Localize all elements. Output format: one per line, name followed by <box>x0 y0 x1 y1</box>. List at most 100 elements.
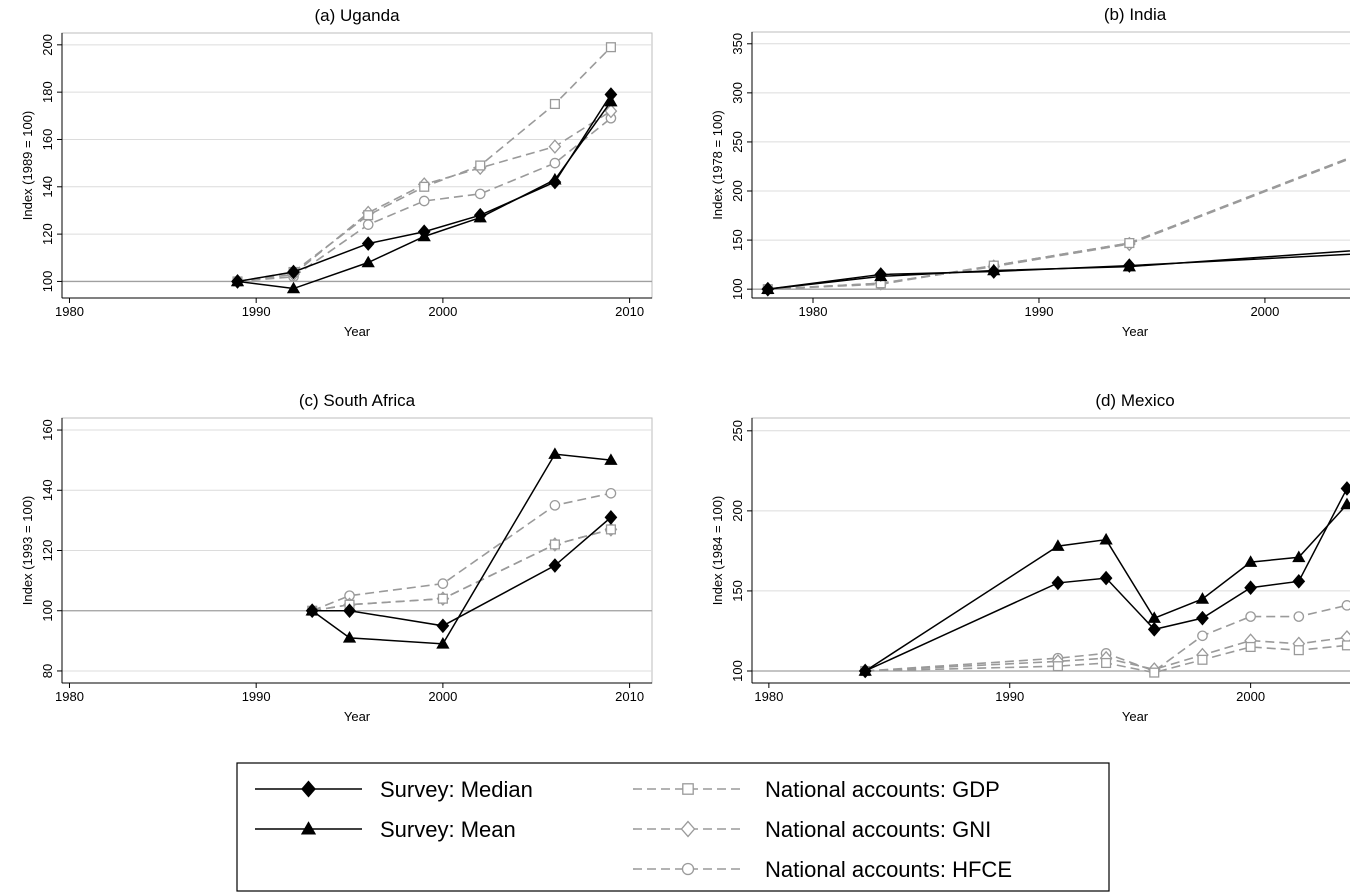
x-tick-label: 2000 <box>428 689 457 704</box>
marker <box>1245 611 1256 622</box>
marker <box>1052 661 1063 672</box>
marker <box>1245 641 1256 653</box>
marker <box>1124 237 1135 249</box>
marker <box>1099 570 1113 586</box>
y-tick-label: 160 <box>40 419 55 441</box>
marker <box>1051 539 1065 551</box>
series-line: Survey: Median <box>767 253 1350 290</box>
series: Survey: Mean <box>230 94 618 294</box>
marker <box>549 500 561 511</box>
legend-entry: National accounts: GDP <box>633 777 1000 802</box>
marker <box>548 139 562 154</box>
series-line: National accounts: GNI <box>865 635 1350 672</box>
marker <box>287 264 300 280</box>
marker <box>1099 532 1113 545</box>
y-tick-label: 100 <box>730 660 745 682</box>
x-tick-label: 1990 <box>995 689 1024 704</box>
panel-title: (a) Uganda <box>314 6 400 25</box>
marker <box>362 219 374 230</box>
plot-frame <box>61 32 653 299</box>
y-tick-label: 250 <box>730 420 745 442</box>
legend-marker <box>681 862 695 876</box>
y-tick-label: 300 <box>730 82 745 104</box>
x-axis-label: Year <box>344 709 371 724</box>
marker <box>1197 630 1208 642</box>
y-tick-label: 150 <box>730 580 745 602</box>
marker <box>1051 575 1065 591</box>
marker <box>1122 258 1136 273</box>
marker <box>1244 580 1257 596</box>
panel-title: (c) South Africa <box>299 391 416 410</box>
marker <box>604 510 618 525</box>
y-tick-label: 200 <box>40 34 55 56</box>
y-tick-label: 200 <box>730 500 745 522</box>
marker <box>342 631 357 643</box>
panel-title: (d) Mexico <box>1095 391 1174 410</box>
y-tick-label: 100 <box>40 600 55 622</box>
marker <box>1244 555 1258 567</box>
y-axis-label: Index (1978 = 100) <box>710 110 725 220</box>
marker <box>1195 592 1210 604</box>
marker <box>361 236 375 251</box>
series: National accounts: HFCE <box>306 487 617 617</box>
marker <box>1340 497 1350 510</box>
marker <box>437 593 448 604</box>
marker <box>549 157 561 169</box>
marker <box>605 487 617 499</box>
marker <box>548 558 562 573</box>
series: Survey: Median <box>858 481 1350 679</box>
legend-entry: Survey: Median <box>255 777 533 802</box>
marker <box>1101 657 1112 669</box>
marker <box>548 174 562 190</box>
marker <box>604 103 618 119</box>
plot-frame <box>751 31 1350 299</box>
y-axis-label: Index (1989 = 100) <box>20 111 35 221</box>
x-tick-label: 2000 <box>1250 304 1279 319</box>
marker <box>604 453 618 465</box>
series-line: National accounts: GDP <box>767 156 1350 290</box>
y-tick-label: 180 <box>40 81 55 103</box>
legend-marker <box>301 780 316 798</box>
legend-label: National accounts: HFCE <box>765 857 1012 882</box>
marker <box>437 578 449 589</box>
marker <box>231 274 244 289</box>
series: Survey: Mean <box>305 447 618 649</box>
marker <box>473 207 487 223</box>
legend-label: National accounts: GDP <box>765 777 1000 802</box>
marker <box>286 281 301 294</box>
marker <box>549 98 560 110</box>
series: Survey: Median <box>761 253 1350 297</box>
marker <box>874 267 888 282</box>
x-tick-label: 1980 <box>754 689 783 704</box>
x-tick-label: 1990 <box>242 304 271 319</box>
marker <box>1341 640 1350 651</box>
legend-label: Survey: Median <box>380 777 533 802</box>
marker <box>987 264 1001 279</box>
y-tick-label: 100 <box>40 271 55 293</box>
x-tick-label: 1980 <box>799 304 828 319</box>
marker <box>549 539 560 550</box>
marker <box>417 224 431 240</box>
legend-marker <box>680 820 696 838</box>
x-tick-label: 1990 <box>242 689 271 704</box>
y-tick-label: 200 <box>730 180 745 202</box>
series-line: National accounts: HFCE <box>311 492 612 612</box>
marker <box>1147 611 1161 623</box>
legend-entry: Survey: Mean <box>255 817 516 842</box>
x-tick-label: 1990 <box>1025 304 1054 319</box>
series-line: National accounts: HFCE <box>865 603 1350 672</box>
x-tick-label: 1980 <box>55 689 84 704</box>
marker <box>361 255 375 268</box>
y-axis-label: Index (1993 = 100) <box>20 496 35 606</box>
marker <box>604 87 618 102</box>
legend-entry: National accounts: GNI <box>633 817 991 842</box>
legend-marker <box>300 821 317 835</box>
marker <box>1196 610 1209 626</box>
x-tick-label: 2000 <box>1236 689 1265 704</box>
marker <box>436 618 450 634</box>
series-line: National accounts: GNI <box>767 157 1350 290</box>
y-axis-label: Index (1984 = 100) <box>710 496 725 606</box>
y-tick-label: 150 <box>730 229 745 251</box>
marker <box>474 188 486 200</box>
